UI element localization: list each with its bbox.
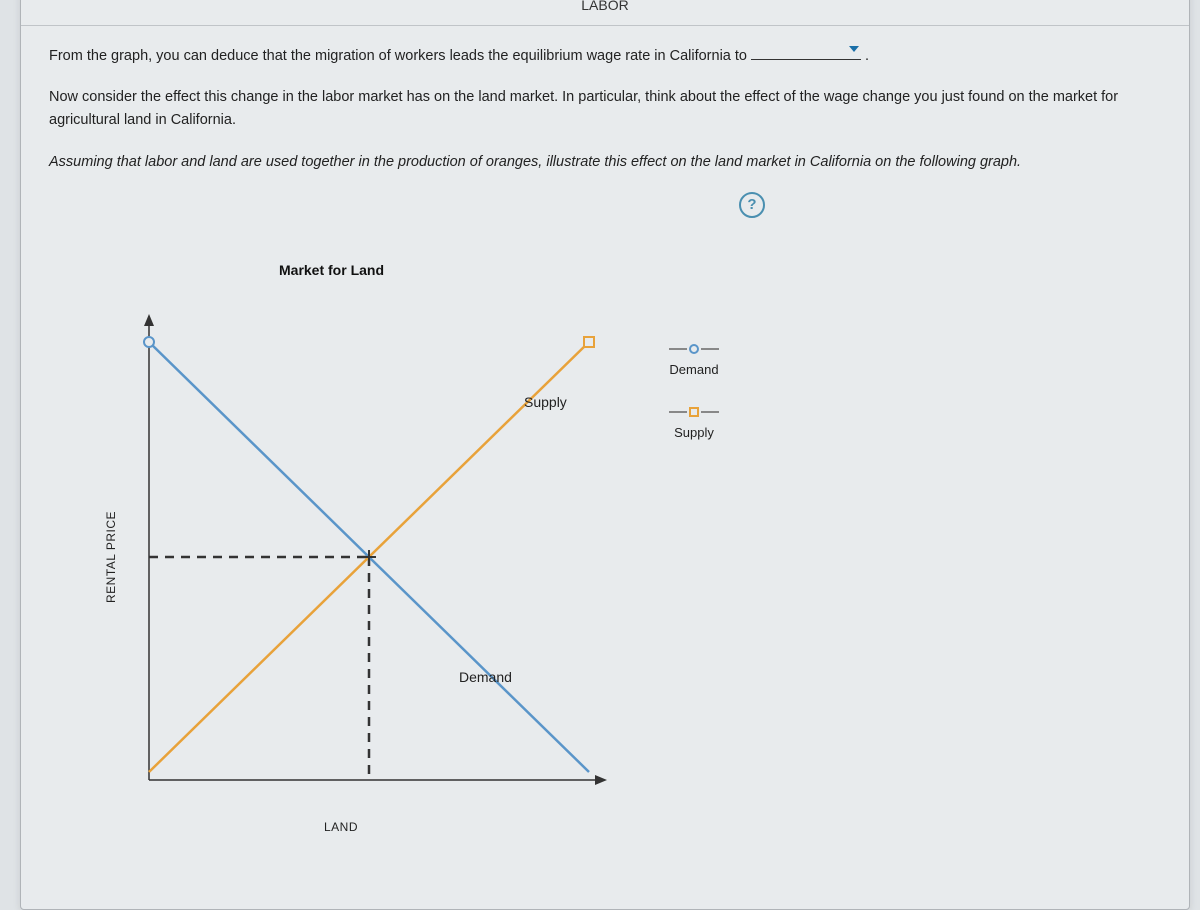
chart-container: RENTAL PRICE LAND SupplyDemand [69,302,629,812]
line-icon [701,411,719,413]
paragraph-2: Now consider the effect this change in t… [21,68,1189,132]
demand-swatch [634,342,754,356]
legend-supply-label: Supply [634,425,754,440]
sentence-dropdown: From the graph, you can deduce that the … [21,26,1189,68]
land-market-chart[interactable]: Supply Demand [129,302,609,792]
chevron-down-icon [849,46,859,52]
legend-demand-draggable[interactable]: Demand [634,342,754,377]
chart-title: Market for Land [279,262,384,278]
legend-supply-draggable[interactable]: Supply [634,405,754,440]
question-panel: LABOR From the graph, you can deduce tha… [20,0,1190,910]
line-icon [669,348,687,350]
help-icon: ? [747,196,756,213]
paragraph-3-instruction: Assuming that labor and land are used to… [21,133,1189,174]
svg-text:Supply: Supply [524,394,567,410]
previous-chart-xlabel: LABOR [21,0,1189,26]
circle-marker-icon [689,344,699,354]
draggable-legend: Demand Supply [634,342,754,468]
x-axis-label: LAND [324,820,358,834]
graph-zone: ? Market for Land RENTAL PRICE LAND Supp… [49,192,1161,812]
line-icon [701,348,719,350]
help-button[interactable]: ? [739,192,765,218]
sentence1-post: . [865,48,869,64]
line-icon [669,411,687,413]
sentence1-pre: From the graph, you can deduce that the … [49,48,751,64]
legend-demand-label: Demand [634,362,754,377]
supply-swatch [634,405,754,419]
y-axis-label: RENTAL PRICE [104,511,118,603]
square-marker-icon [689,407,699,417]
equilibrium-wage-dropdown[interactable] [751,44,861,60]
svg-text:Demand: Demand [459,669,512,685]
